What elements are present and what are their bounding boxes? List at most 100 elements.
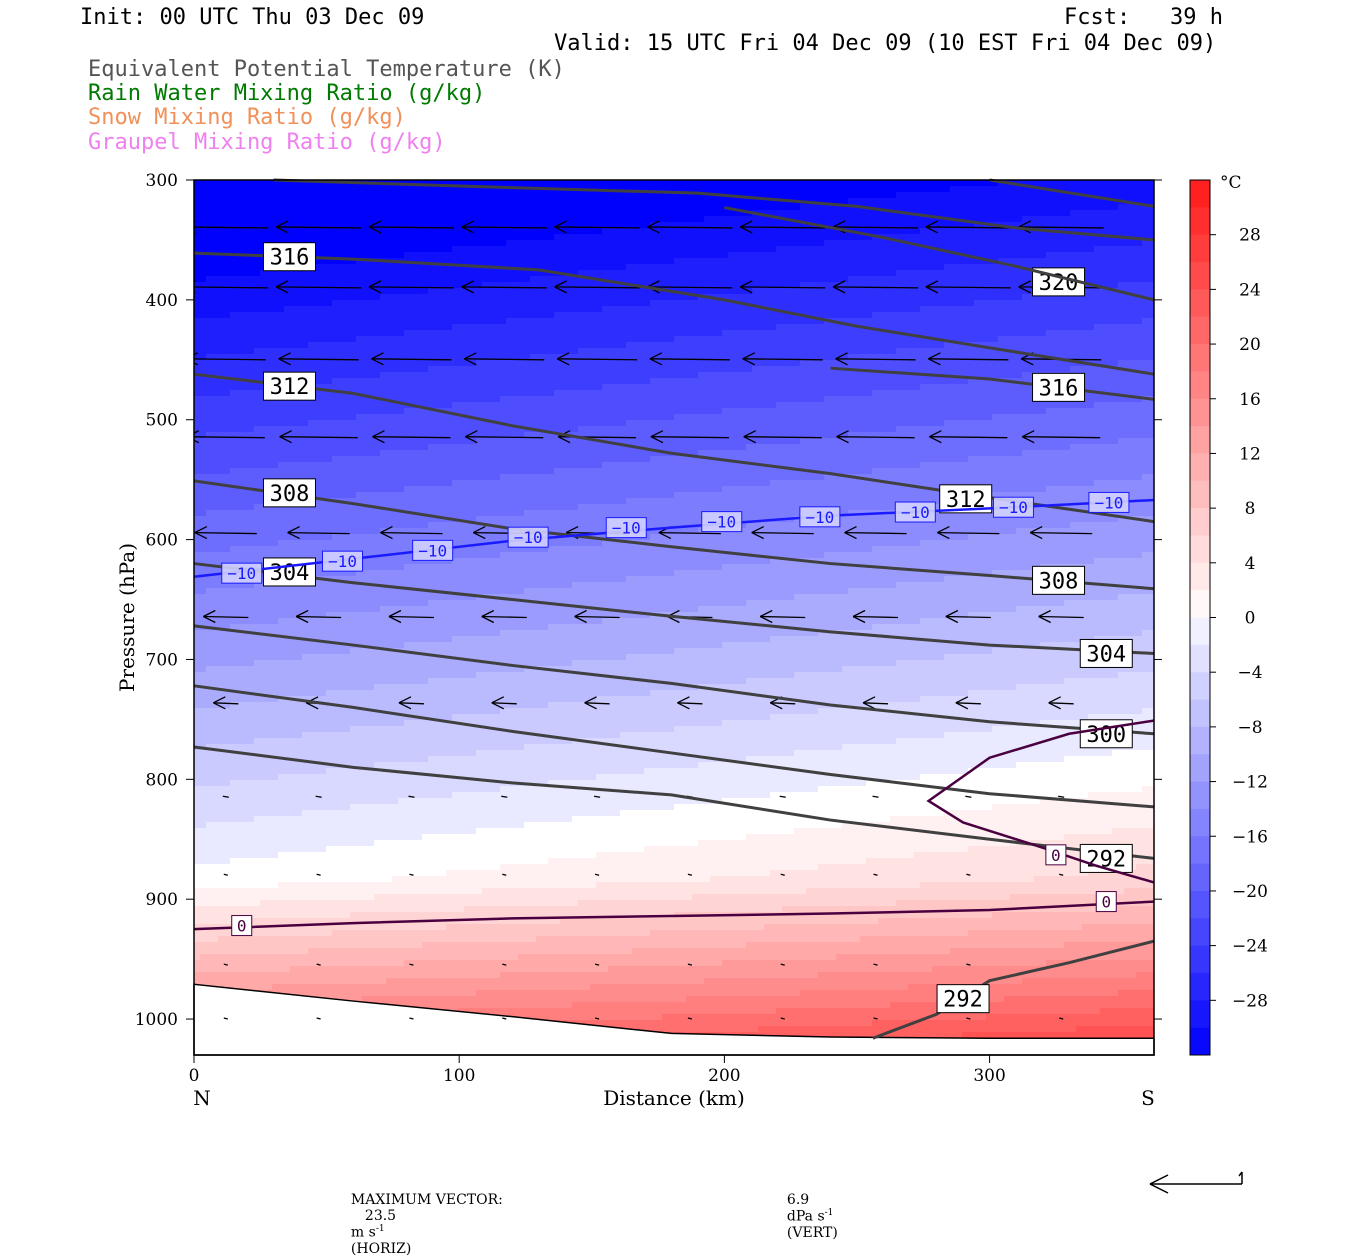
colorbar-band	[1190, 481, 1210, 509]
colorbar-band	[1190, 371, 1210, 399]
temperature-fill	[194, 180, 1155, 1057]
theta-e-label-text: 308	[1039, 569, 1079, 594]
temperature-label-text: 0	[1051, 846, 1061, 865]
temperature-label: −10	[800, 507, 840, 527]
colorbar-tick-label: 20	[1239, 335, 1261, 355]
south-label: S	[1141, 1086, 1155, 1110]
colorbar-band	[1190, 317, 1210, 345]
temperature-label: −10	[323, 551, 363, 571]
theta-e-label-316: 316	[1033, 373, 1085, 401]
max-vector-vert-value: 6.9	[787, 1192, 809, 1208]
max-vector-title: MAXIMUM VECTOR:	[351, 1192, 503, 1208]
y-tick-label: 900	[146, 890, 178, 910]
colorbar-band	[1190, 590, 1210, 618]
colorbar-band	[1190, 207, 1210, 235]
colorbar-tick-label: −8	[1237, 718, 1262, 738]
theta-e-label-312: 312	[263, 372, 315, 400]
theta-e-label-text: 312	[270, 375, 310, 400]
colorbar-band	[1190, 426, 1210, 454]
temperature-label: −10	[1089, 492, 1129, 512]
colorbar-band	[1190, 180, 1210, 208]
colorbar-band	[1190, 836, 1210, 864]
colorbar-band	[1190, 782, 1210, 810]
north-label: N	[193, 1086, 211, 1110]
x-tick-label: 300	[973, 1066, 1005, 1086]
colorbar-band	[1190, 262, 1210, 290]
colorbar-band	[1190, 672, 1210, 700]
max-vector-horiz-value: 23.5	[365, 1208, 396, 1224]
colorbar-tick-label: 8	[1245, 499, 1256, 519]
colorbar-band	[1190, 918, 1210, 946]
temperature-label-text: −10	[612, 519, 641, 538]
colorbar-band	[1190, 235, 1210, 263]
max-vector-horiz-unit: m s	[351, 1225, 376, 1241]
y-tick-label: 1000	[135, 1010, 178, 1030]
max-vector-arrow-icon	[1150, 1172, 1242, 1193]
theta-e-label-text: 292	[943, 988, 983, 1013]
ref-arrow-head	[1150, 1175, 1168, 1184]
colorbar-band	[1190, 645, 1210, 673]
theta-e-label-304: 304	[1080, 639, 1132, 667]
temperature-label-text: −10	[901, 503, 930, 522]
theta-e-label-308: 308	[263, 479, 315, 507]
colorbar-band	[1190, 1028, 1210, 1056]
temperature-label: −10	[702, 512, 742, 532]
colorbar-band	[1190, 864, 1210, 892]
temperature-label: 0	[1046, 845, 1066, 865]
temperature-label: −10	[895, 502, 935, 522]
colorbar-band	[1190, 289, 1210, 317]
colorbar-band	[1190, 563, 1210, 591]
theta-e-label-text: 308	[270, 482, 310, 507]
temperature-label-text: 0	[237, 917, 247, 936]
ref-arrow-head	[1150, 1184, 1168, 1193]
y-tick-label: 600	[146, 531, 178, 551]
colorbar-band	[1190, 535, 1210, 563]
colorbar-tick-label: 4	[1245, 554, 1256, 574]
colorbar-band	[1190, 946, 1210, 974]
y-tick-label: 300	[146, 171, 178, 191]
y-tick-label: 500	[146, 411, 178, 431]
max-vector-vert-label: 6.9 dPa s-1 (VERT)	[778, 1176, 838, 1241]
colorbar-band	[1190, 1000, 1210, 1028]
temperature-label-text: −10	[707, 513, 736, 532]
temperature-label: −10	[508, 527, 548, 547]
theta-e-label-292: 292	[937, 985, 989, 1013]
max-vector-horiz-tag: (HORIZ)	[351, 1241, 411, 1257]
temperature-label-text: −10	[1094, 493, 1123, 512]
colorbar-tick-label: 28	[1239, 226, 1261, 246]
temperature-label-text: −10	[328, 552, 357, 571]
x-tick-label: 0	[189, 1066, 200, 1086]
colorbar-tick-label: −28	[1232, 991, 1268, 1011]
colorbar-tick-label: −4	[1237, 663, 1262, 683]
theta-e-label-text: 316	[1039, 376, 1079, 401]
colorbar-band	[1190, 809, 1210, 837]
temperature-label: −10	[606, 518, 646, 538]
temperature-label-text: −10	[418, 541, 447, 560]
theta-e-label-316: 316	[263, 243, 315, 271]
temperature-label: 0	[232, 916, 252, 936]
x-axis-label: Distance (km)	[603, 1086, 745, 1110]
colorbar-band	[1190, 453, 1210, 481]
temperature-label: −10	[222, 563, 262, 583]
colorbar-unit: °C	[1220, 173, 1242, 193]
exp-2: -1	[825, 1208, 834, 1218]
colorbar-tick-label: 0	[1245, 609, 1256, 629]
colorbar-band	[1190, 344, 1210, 372]
colorbar-tick-label: 24	[1239, 280, 1261, 300]
theta-e-label-text: 316	[270, 246, 310, 271]
colorbar-band	[1190, 700, 1210, 728]
cross-section-figure: 320316316312312308308304304300292292−10−…	[0, 0, 1350, 1200]
y-axis-label: Pressure (hPa)	[115, 543, 139, 692]
colorbar-band	[1190, 618, 1210, 646]
colorbar-band	[1190, 754, 1210, 782]
temperature-label: −10	[413, 540, 453, 560]
colorbar-tick-label: −24	[1232, 937, 1268, 957]
x-tick-label: 200	[708, 1066, 740, 1086]
x-tick-label: 100	[443, 1066, 475, 1086]
max-vector-label: MAXIMUM VECTOR: 23.5 m s-1 (HORIZ)	[342, 1176, 503, 1257]
colorbar-band	[1190, 399, 1210, 427]
theta-e-label-308: 308	[1033, 566, 1085, 594]
temperature-label-text: −10	[227, 564, 256, 583]
colorbar-tick-label: −16	[1232, 827, 1268, 847]
